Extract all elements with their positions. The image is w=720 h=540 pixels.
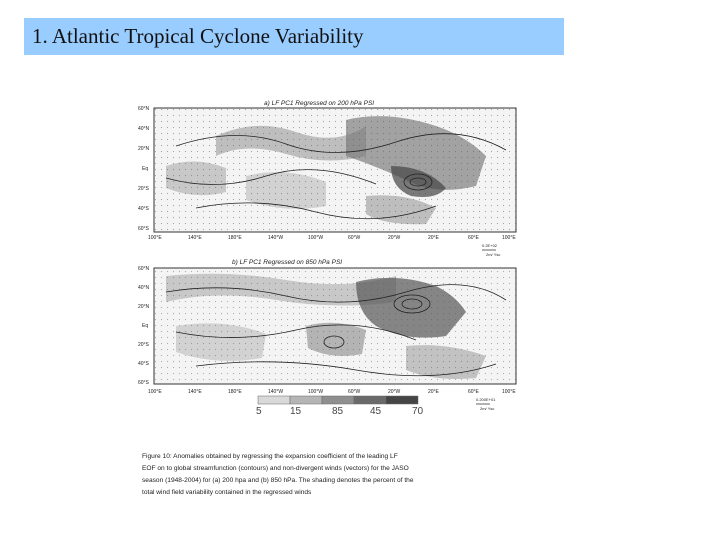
panel-b-lon-label: 100°W	[308, 389, 323, 395]
panel-b-lat-label: 60°S	[138, 380, 150, 386]
panel-b-vector-ref-value: 0.200E+01	[476, 397, 496, 402]
panel-a-lat-label: 60°N	[138, 106, 150, 112]
panel-a-lon-label: 60°W	[348, 235, 361, 241]
panel-a: a) LF PC1 Regressed on 200 hPa PSI 60°N …	[138, 100, 517, 257]
panel-b-lat-label: 60°N	[138, 266, 150, 272]
panel-a-lat-label: Eq	[142, 166, 148, 172]
panel-b-vector-ref-unit: 2m/ Ysc	[480, 406, 494, 411]
panel-a-lat-label: 40°N	[138, 126, 150, 132]
slide-title-bar: 1. Atlantic Tropical Cyclone Variability	[24, 18, 564, 55]
panel-b-lon-label: 100°E	[148, 389, 162, 395]
panel-a-shading	[154, 108, 516, 232]
panel-b-lon-label: 100°E	[502, 389, 516, 395]
panel-a-lon-label: 100°E	[148, 235, 162, 241]
panel-b-contours	[165, 284, 507, 377]
panel-a-lon-label: 100°W	[308, 235, 323, 241]
panel-b-lat-label: 40°S	[138, 361, 150, 367]
colorbar-segment	[353, 395, 387, 405]
panel-b-vector-reference: 0.200E+01 2m/ Ysc	[476, 397, 496, 411]
panel-b-title: b) LF PC1 Regressed on 850 hPa PSI	[232, 259, 342, 266]
colorbar-label: 70	[412, 406, 424, 417]
panel-a-vector-reference: 0.2E+02 2m/ Ysc	[482, 243, 500, 257]
colorbar-segment	[385, 395, 419, 405]
panel-a-lon-label: 20°W	[388, 235, 401, 241]
colorbar-segment	[321, 395, 355, 405]
panel-b-lon-label: 60°E	[468, 389, 480, 395]
panel-a-lon-label: 140°E	[188, 235, 202, 241]
figure-caption: Figure 10: Anomalies obtained by regress…	[142, 453, 414, 496]
panel-b: b) LF PC1 Regressed on 850 hPa PSI 60°N …	[138, 259, 517, 411]
colorbar-label: 85	[332, 406, 344, 417]
panel-b-lon-label: 20°W	[388, 389, 401, 395]
panel-b-lon-label: 140°E	[188, 389, 202, 395]
panel-a-lon-label: 140°W	[268, 235, 283, 241]
panel-b-lat-label: 40°N	[138, 285, 150, 291]
panel-a-lon-label: 100°E	[502, 235, 516, 241]
colorbar-segment	[257, 395, 291, 405]
panel-a-lat-labels: 60°N 40°N 20°N Eq 20°S 40°S 60°S	[138, 106, 150, 232]
panel-a-lat-label: 20°S	[138, 186, 150, 192]
panel-b-lon-label: 140°W	[268, 389, 283, 395]
panel-b-lon-label: 180°E	[228, 389, 242, 395]
panel-b-lon-label: 60°W	[348, 389, 361, 395]
panel-a-lon-label: 20°E	[428, 235, 440, 241]
panel-a-vector-ref-value: 0.2E+02	[482, 243, 498, 248]
panel-a-vector-ref-unit: 2m/ Ysc	[486, 252, 500, 257]
panel-a-lat-label: 40°S	[138, 206, 150, 212]
colorbar-label: 45	[370, 406, 382, 417]
panel-b-lon-labels: 100°E 140°E 180°E 140°W 100°W 60°W 20°W …	[148, 389, 516, 395]
panel-a-lat-label: 20°N	[138, 146, 150, 152]
colorbar-segment	[289, 395, 323, 405]
panel-b-lat-labels: 60°N 40°N 20°N Eq 20°S 40°S 60°S	[138, 266, 150, 386]
caption-line: season (1948-2004) for (a) 200 hpa and (…	[142, 477, 414, 484]
regression-figure: a) LF PC1 Regressed on 200 hPa PSI 60°N …	[138, 100, 517, 496]
panel-b-shading	[154, 268, 516, 384]
panel-b-lon-label: 20°E	[428, 389, 440, 395]
panel-a-lon-labels: 100°E 140°E 180°E 140°W 100°W 60°W 20°W …	[148, 235, 516, 241]
slide-title: 1. Atlantic Tropical Cyclone Variability	[32, 24, 364, 48]
caption-line: Figure 10: Anomalies obtained by regress…	[142, 453, 398, 460]
panel-a-contours	[165, 133, 507, 220]
panel-a-lon-label: 60°E	[468, 235, 480, 241]
colorbar-label: 15	[290, 406, 302, 417]
panel-a-lon-label: 180°E	[228, 235, 242, 241]
colorbar-label: 5	[256, 406, 262, 417]
panel-b-lat-label: 20°N	[138, 304, 150, 310]
panel-a-title: a) LF PC1 Regressed on 200 hPa PSI	[264, 100, 374, 107]
panel-b-lat-label: Eq	[142, 323, 148, 329]
panel-b-lat-label: 20°S	[138, 342, 150, 348]
shading-colorbar: 5 15 85 45 70	[256, 395, 424, 417]
caption-line: total wind field variability contained i…	[142, 489, 312, 496]
caption-line: EOF on to global streamfunction (contour…	[142, 465, 409, 472]
panel-a-lat-label: 60°S	[138, 226, 150, 232]
